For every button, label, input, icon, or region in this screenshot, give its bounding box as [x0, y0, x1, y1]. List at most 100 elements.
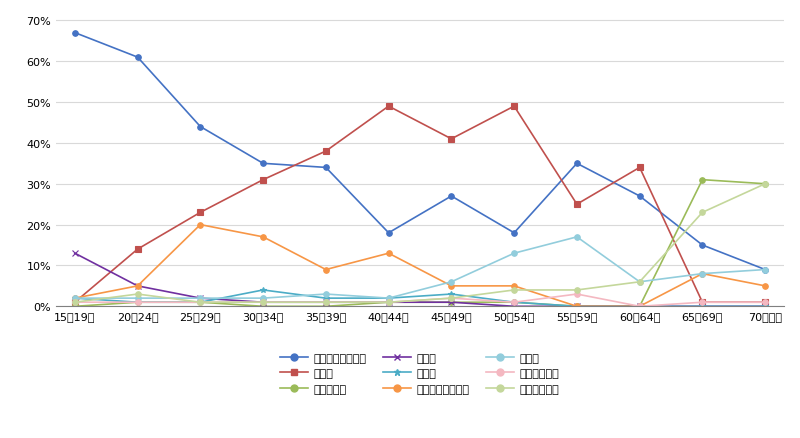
交通の利便性 — [70, 300, 80, 305]
就　学 — [384, 300, 394, 305]
転　動 — [195, 210, 205, 215]
生活の利便性 — [572, 288, 582, 293]
退職・廃業 — [510, 300, 519, 305]
就職・転職・転業 — [195, 125, 205, 130]
就　学 — [133, 283, 142, 289]
交通の利便性 — [698, 300, 707, 305]
卒　業 — [133, 300, 142, 305]
結婚・離婚・縁組 — [510, 283, 519, 289]
転　動 — [760, 300, 770, 305]
就職・転職・転業 — [635, 194, 645, 199]
Line: 交通の利便性: 交通の利便性 — [72, 292, 768, 309]
生活の利便性 — [760, 182, 770, 187]
就職・転職・転業 — [572, 161, 582, 166]
転　動 — [510, 104, 519, 110]
卒　業 — [321, 296, 330, 301]
退職・廃業 — [572, 304, 582, 309]
転　動 — [572, 202, 582, 207]
転　動 — [635, 166, 645, 171]
就　学 — [510, 304, 519, 309]
就　学 — [572, 304, 582, 309]
就　学 — [321, 300, 330, 305]
交通の利便性 — [572, 292, 582, 297]
生活の利便性 — [510, 288, 519, 293]
結婚・離婚・縁組 — [70, 296, 80, 301]
Line: 就職・転職・転業: 就職・転職・転業 — [72, 31, 768, 273]
住　宅 — [446, 279, 456, 285]
生活の利便性 — [384, 300, 394, 305]
Line: 卒　業: 卒 業 — [72, 287, 768, 309]
就　学 — [446, 300, 456, 305]
卒　業 — [510, 300, 519, 305]
結婚・離婚・縁組 — [760, 283, 770, 289]
退職・廃業 — [258, 304, 268, 309]
卒　業 — [446, 292, 456, 297]
卒　業 — [635, 304, 645, 309]
退職・廃業 — [446, 300, 456, 305]
就　学 — [195, 296, 205, 301]
就職・転職・転業 — [446, 194, 456, 199]
卒　業 — [258, 288, 268, 293]
結婚・離婚・縁組 — [258, 235, 268, 240]
転　動 — [698, 300, 707, 305]
生活の利便性 — [321, 300, 330, 305]
就　学 — [760, 304, 770, 309]
交通の利便性 — [195, 300, 205, 305]
就職・転職・転業 — [258, 161, 268, 166]
生活の利便性 — [446, 296, 456, 301]
退職・廃業 — [635, 304, 645, 309]
交通の利便性 — [446, 296, 456, 301]
結婚・離婚・縁組 — [698, 272, 707, 277]
結婚・離婚・縁組 — [133, 283, 142, 289]
住　宅 — [195, 296, 205, 301]
Line: 生活の利便性: 生活の利便性 — [72, 182, 768, 305]
就職・転職・転業 — [70, 31, 80, 36]
退職・廃業 — [133, 300, 142, 305]
卒　業 — [70, 296, 80, 301]
住　宅 — [384, 296, 394, 301]
転　動 — [446, 137, 456, 142]
就職・転職・転業 — [760, 267, 770, 272]
Line: 住　宅: 住 宅 — [72, 234, 768, 301]
転　動 — [258, 178, 268, 183]
退職・廃業 — [70, 304, 80, 309]
退職・廃業 — [195, 300, 205, 305]
生活の利便性 — [258, 300, 268, 305]
卒　業 — [195, 300, 205, 305]
生活の利便性 — [698, 210, 707, 215]
生活の利便性 — [70, 300, 80, 305]
退職・廃業 — [760, 182, 770, 187]
交通の利便性 — [384, 300, 394, 305]
就　学 — [698, 304, 707, 309]
結婚・離婚・縁組 — [384, 251, 394, 256]
結婚・離婚・縁組 — [572, 304, 582, 309]
住　宅 — [635, 279, 645, 285]
就職・転職・転業 — [698, 243, 707, 248]
Line: 就　学: 就 学 — [72, 251, 768, 309]
結婚・離婚・縁組 — [446, 283, 456, 289]
転　動 — [70, 300, 80, 305]
就職・転職・転業 — [321, 166, 330, 171]
住　宅 — [510, 251, 519, 256]
交通の利便性 — [510, 300, 519, 305]
結婚・離婚・縁組 — [635, 304, 645, 309]
退職・廃業 — [384, 300, 394, 305]
交通の利便性 — [258, 300, 268, 305]
Legend: 就職・転職・転業, 転　動, 退職・廃業, 就　学, 卒　業, 結婚・離婚・縁組, 住　宅, 交通の利便性, 生活の利便性: 就職・転職・転業, 転 動, 退職・廃業, 就 学, 卒 業, 結婚・離婚・縁組… — [275, 347, 565, 399]
就　学 — [258, 300, 268, 305]
結婚・離婚・縁組 — [195, 223, 205, 228]
住　宅 — [572, 235, 582, 240]
交通の利便性 — [760, 300, 770, 305]
Line: 転　動: 転 動 — [72, 104, 768, 305]
就　学 — [70, 251, 80, 256]
住　宅 — [70, 296, 80, 301]
就職・転職・転業 — [384, 230, 394, 236]
就職・転職・転業 — [133, 55, 142, 60]
交通の利便性 — [635, 304, 645, 309]
転　動 — [133, 247, 142, 252]
卒　業 — [698, 304, 707, 309]
就　学 — [635, 304, 645, 309]
結婚・離婚・縁組 — [321, 267, 330, 272]
交通の利便性 — [321, 300, 330, 305]
住　宅 — [321, 292, 330, 297]
